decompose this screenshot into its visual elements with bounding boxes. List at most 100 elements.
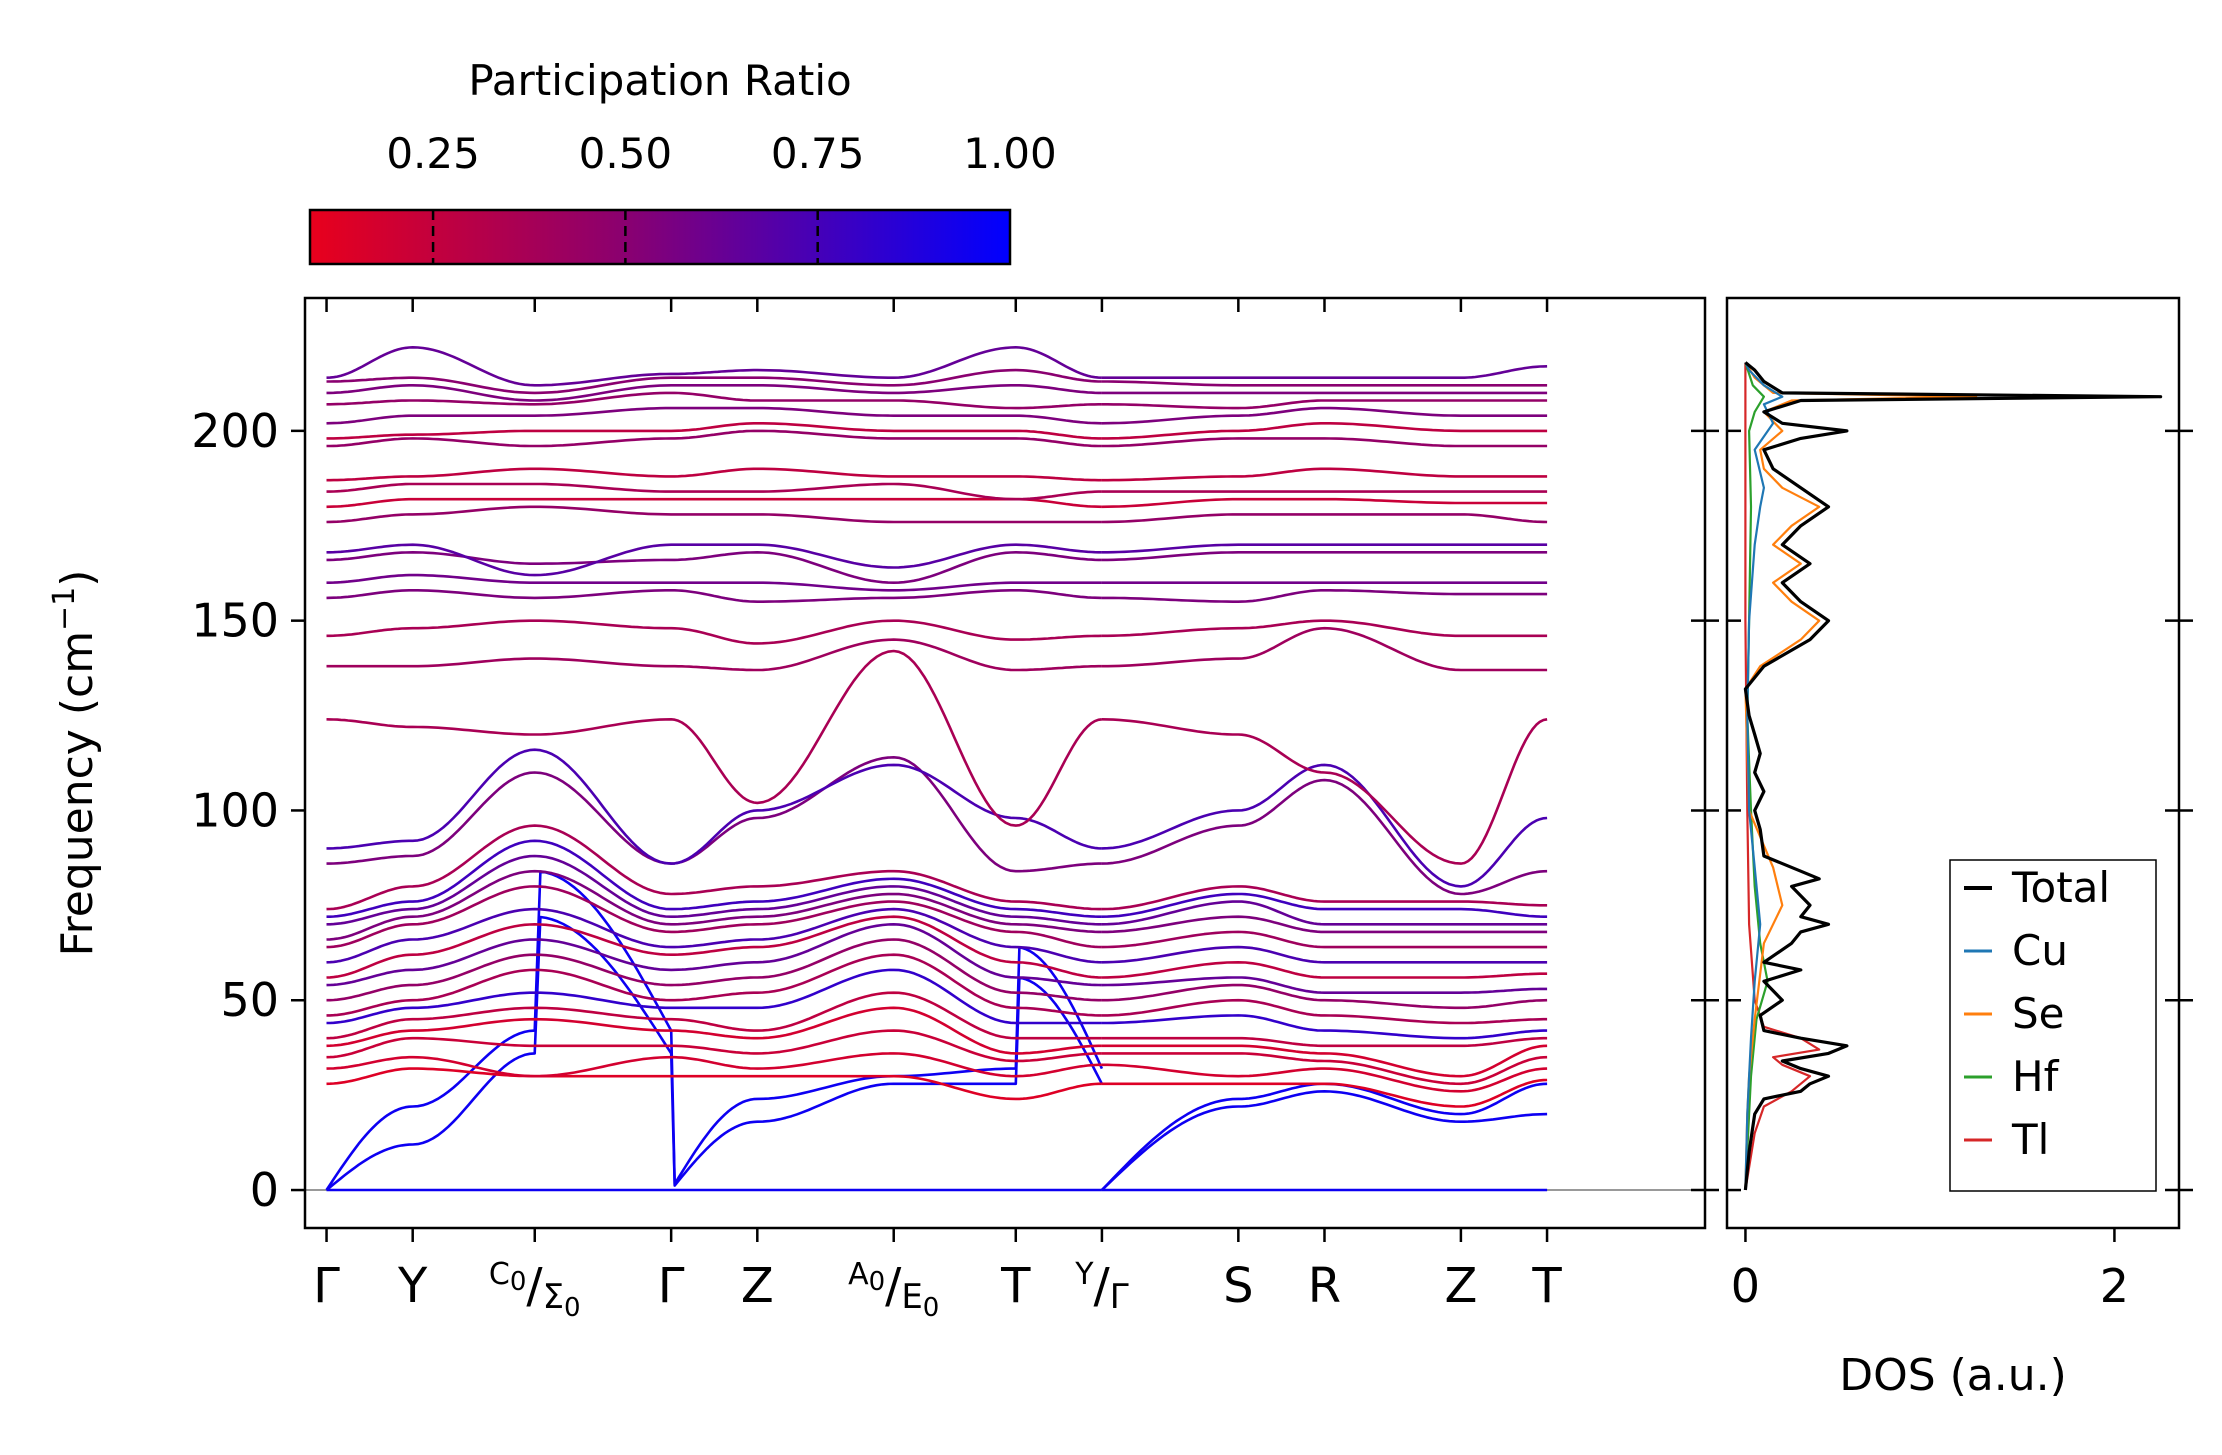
phonon-band: [326, 429, 1102, 448]
colorbar-tick-label: 0.75: [771, 129, 865, 178]
legend-label: Total: [2011, 863, 2110, 912]
symmetry-label: Γ: [658, 1258, 685, 1314]
phonon-band: [1101, 513, 1548, 524]
phonon-band: [1101, 945, 1548, 964]
phonon-band: [1101, 1044, 1548, 1078]
colorbar-tick-label: 1.00: [963, 129, 1057, 178]
phonon-band: [1101, 543, 1548, 554]
phonon-band: [326, 406, 1102, 425]
symmetry-label: S: [1223, 1258, 1253, 1314]
phonon-band: [326, 824, 1102, 911]
colorbar-tick-label: 0.25: [386, 129, 480, 178]
phonon-band: [326, 551, 1102, 584]
phonon-band: [326, 368, 1102, 395]
dos-plot-frame: [1725, 296, 2181, 1230]
phonon-band: [326, 915, 1102, 979]
legend-frame: [1949, 859, 2157, 1192]
phonon-band: [326, 923, 1102, 987]
symmetry-label-composite: Y/Γ: [1074, 1257, 1129, 1317]
phonon-band: [1101, 619, 1548, 638]
phonon-band: [326, 573, 1102, 592]
dos-series-total: [1743, 361, 2163, 1191]
dos-series-cu: [1744, 362, 1784, 1191]
dos-xlabel: DOS (a.u.): [1839, 1350, 2067, 1401]
symmetry-label: Y: [397, 1258, 428, 1314]
phonon-band: [1101, 422, 1548, 440]
phonon-band: [326, 505, 1102, 524]
symmetry-label: T: [1531, 1258, 1562, 1314]
phonon-band: [1101, 983, 1548, 1010]
phonon-band: [1101, 551, 1548, 562]
legend-label: Hf: [2012, 1052, 2060, 1101]
phonon-band: [1101, 915, 1548, 934]
phonon-band: [326, 543, 1102, 577]
legend-label: Tl: [2011, 1115, 2049, 1164]
phonon-band: [326, 748, 1102, 865]
phonon-band: [326, 938, 1102, 1002]
dos-series-se: [1744, 361, 1978, 1191]
phonon-band: [326, 1006, 1102, 1055]
phonon-band: [326, 346, 1102, 387]
dos-x-tick-label: 0: [1731, 1259, 1760, 1313]
phonon-band: [326, 869, 1102, 941]
dos-curves: [1743, 361, 2163, 1191]
colorbar-ticks: 0.25 0.50 0.75 1.00: [386, 129, 1057, 264]
phonon-band: [1101, 961, 1548, 979]
phonon-band: [1101, 1052, 1548, 1086]
symmetry-label-composite: C0/Σ0: [489, 1257, 581, 1323]
phonon-band: [326, 619, 1102, 645]
phonon-band: [326, 885, 1102, 949]
phonon-band: [1101, 365, 1548, 379]
band-plot-frame: [303, 296, 1707, 1230]
phonon-band: [1101, 497, 1548, 509]
phonon-band: [326, 1029, 1102, 1063]
phonon-band: [326, 953, 1102, 1017]
phonon-band: [326, 1067, 1102, 1101]
legend-label: Cu: [2012, 926, 2068, 975]
y-tick-label: 0: [250, 1163, 279, 1217]
symmetry-label: R: [1308, 1258, 1341, 1314]
colorbar-tick-label: 0.50: [579, 129, 673, 178]
phonon-band: [326, 497, 1102, 509]
phonon-band: [326, 391, 1102, 410]
phonon-band: [1101, 1090, 1548, 1191]
phonon-band: [326, 756, 1102, 873]
phonon-band: [1101, 406, 1548, 425]
phonon-band: [1101, 930, 1548, 949]
colorbar-gradient: [308, 208, 1012, 266]
phonon-band: [325, 870, 1104, 1191]
phonon-band: [1101, 1036, 1548, 1048]
phonon-band: [1100, 1082, 1548, 1191]
phonon-band: [1101, 1014, 1548, 1040]
phonon-band: [326, 467, 1102, 482]
phonon-band: [326, 482, 1102, 501]
colorbar-label: Participation Ratio: [468, 56, 851, 105]
dos-x-tick-label: 2: [2100, 1259, 2129, 1313]
phonon-bands: [325, 346, 1548, 1192]
y-tick-label: 100: [191, 783, 279, 837]
symmetry-label: Γ: [313, 1258, 340, 1314]
phonon-band: [326, 854, 1102, 926]
phonon-band: [1101, 778, 1548, 896]
phonon-band: [326, 839, 1102, 918]
phonon-band: [1101, 467, 1548, 482]
y-tick-label: 200: [191, 404, 279, 458]
colorbar: Participation Ratio 0.25 0.50 0.75 1.00: [308, 56, 1057, 266]
phonon-band: [1101, 380, 1548, 387]
y-tick-label: 50: [220, 973, 279, 1027]
phonon-band: [1101, 437, 1548, 448]
phonon-band: [1101, 718, 1548, 865]
phonon-band: [1101, 399, 1548, 410]
phonon-band: [1101, 998, 1548, 1025]
phonon-band: [1101, 763, 1548, 888]
phonon-band: [326, 907, 1102, 964]
symmetry-label: T: [1000, 1258, 1031, 1314]
phonon-band: [1101, 626, 1548, 672]
phonon-band: [325, 915, 1104, 1192]
band-ylabel: Frequency (cm−1): [47, 570, 103, 957]
band-axis-ticks: 0 50 100 150 200: [191, 298, 1719, 1242]
